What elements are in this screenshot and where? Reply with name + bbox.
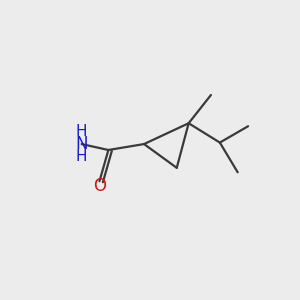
Text: H: H (76, 149, 87, 164)
Text: O: O (93, 177, 106, 195)
Text: N: N (75, 135, 88, 153)
Text: H: H (76, 124, 87, 139)
